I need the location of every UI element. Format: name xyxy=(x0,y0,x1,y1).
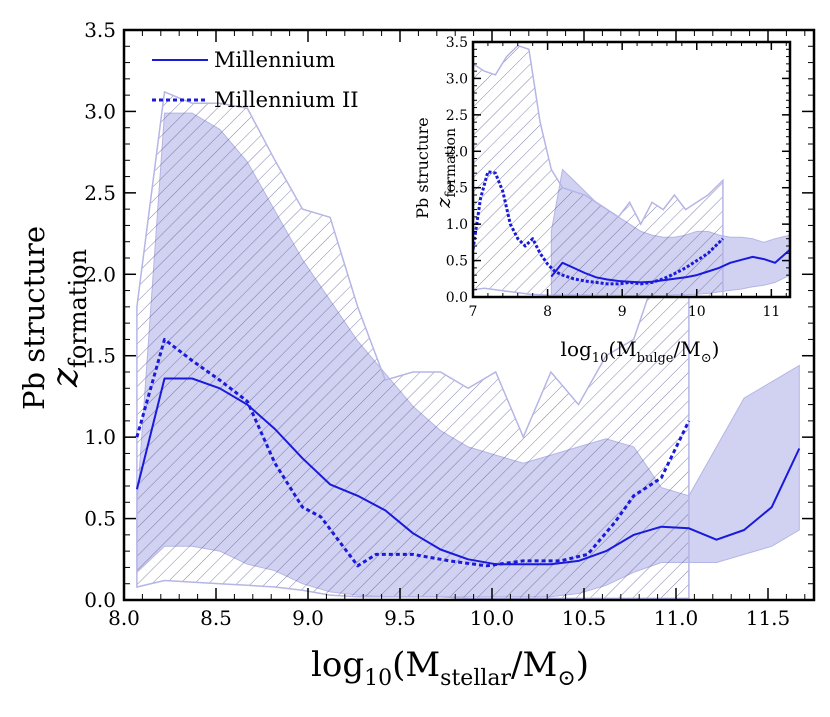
main-y-tick-label: 1.5 xyxy=(84,344,116,368)
main-x-tick-label: 8.0 xyxy=(108,606,140,630)
inset-xlabel-open: (M xyxy=(608,337,636,361)
inset-y-tick-label: 1.5 xyxy=(446,181,468,197)
main-y-tick-label: 3.0 xyxy=(84,99,116,123)
inset-ylabel-z: z xyxy=(431,197,455,209)
main-xlabel-sub1: stellar xyxy=(440,666,511,691)
main-y-tick-label: 3.5 xyxy=(84,18,116,42)
inset-ylabel-sub: formation xyxy=(443,128,459,197)
main-ylabel-sub: formation xyxy=(64,249,92,368)
main-y-tick-label: 2.0 xyxy=(84,262,116,286)
inset-xlabel-base: 10 xyxy=(592,351,609,366)
main-y-tick-label: 0.0 xyxy=(84,588,116,612)
inset-xlabel-mid: /M xyxy=(674,337,701,361)
inset-x-tick-label: 10 xyxy=(688,304,706,320)
legend: Millennium Millennium II xyxy=(152,48,359,112)
main-x-tick-label: 11.0 xyxy=(654,606,699,630)
inset-x-tick-label: 7 xyxy=(469,304,478,320)
main-line-millennium-ii xyxy=(135,337,691,568)
inset-y-tick-label: 0.0 xyxy=(446,290,468,306)
main-xlabel-close: ) xyxy=(576,645,589,685)
inset-panel: 7 8 9 10 11 0.0 0.5 1.0 1.5 2.0 2.5 3.0 3.5 xyxy=(446,35,792,320)
inset-ylabel-line1: Pb structure xyxy=(413,117,432,219)
inset-xlabel-prefix: log xyxy=(561,337,592,361)
inset-x-tick-label: 8 xyxy=(543,304,552,320)
main-ticks: 8.0 8.5 9.0 9.5 10.0 10.5 11.0 11.5 0.0 0.5 1.0 1.5… xyxy=(84,18,814,630)
inset-y-tick-label: 3.5 xyxy=(446,35,468,51)
main-ylabel-line1: Pb structure xyxy=(17,226,51,410)
inset-x-tick-label: 9 xyxy=(618,304,627,320)
main-x-tick-label: 8.5 xyxy=(200,606,232,630)
inset-y-tick-label: 3.0 xyxy=(446,71,468,87)
inset-xlabel-sub1: bulge xyxy=(637,351,674,366)
inset-axes-frame xyxy=(471,40,792,299)
inset-y-tick-label: 2.0 xyxy=(446,144,468,160)
inset-xlabel-close: ) xyxy=(712,337,720,361)
main-xlabel-prefix: log xyxy=(311,645,364,685)
main-y-tick-label: 1.0 xyxy=(84,425,116,449)
inset-y-tick-label: 0.5 xyxy=(446,254,468,270)
main-plot-area xyxy=(135,90,801,600)
main-ylabel-line2: zformation xyxy=(45,249,92,388)
main-x-axis-label: log10(Mstellar/M⊙) xyxy=(311,645,589,691)
main-line-millennium xyxy=(135,377,801,566)
main-x-tick-label: 9.0 xyxy=(292,606,324,630)
legend-label-millennium-ii: Millennium II xyxy=(214,88,359,112)
inset-line-millennium-ii xyxy=(473,170,724,286)
inset-y-tick-label: 2.5 xyxy=(446,108,468,124)
main-xlabel-sub2: ⊙ xyxy=(557,666,575,691)
inset-line-millennium xyxy=(550,248,790,284)
main-x-tick-label: 10.5 xyxy=(562,606,607,630)
main-x-tick-label: 10.0 xyxy=(470,606,515,630)
main-y-tick-label: 0.5 xyxy=(84,507,116,531)
inset-ylabel-line2: zformation xyxy=(431,128,459,209)
main-band-millennium-ii xyxy=(136,90,690,600)
inset-xlabel-sub2: ⊙ xyxy=(701,351,712,366)
main-xlabel-base: 10 xyxy=(364,666,392,691)
main-axes-frame xyxy=(122,28,816,602)
main-panel: 8.0 8.5 9.0 9.5 10.0 10.5 11.0 11.5 0.0 0.5 1.0 1.5… xyxy=(84,18,816,630)
inset-x-tick-label: 11 xyxy=(762,304,780,320)
main-y-axis-label: Pb structure zformation xyxy=(17,226,92,410)
main-x-tick-label: 11.5 xyxy=(746,606,791,630)
main-x-tick-label: 9.5 xyxy=(384,606,416,630)
inset-x-axis-label: log10(Mbulge/M⊙) xyxy=(561,337,720,366)
inset-y-axis-label: Pb structure zformation xyxy=(413,117,459,219)
main-y-tick-label: 2.5 xyxy=(84,181,116,205)
inset-ticks: 7 8 9 10 11 0.0 0.5 1.0 1.5 2.0 2.5 3.0 3.5 xyxy=(446,35,790,320)
legend-label-millennium: Millennium xyxy=(214,48,335,72)
main-xlabel-open: (M xyxy=(392,645,440,685)
main-xlabel-mid: /M xyxy=(511,645,557,685)
main-ylabel-z: z xyxy=(45,367,86,388)
inset-y-tick-label: 1.0 xyxy=(446,217,468,233)
